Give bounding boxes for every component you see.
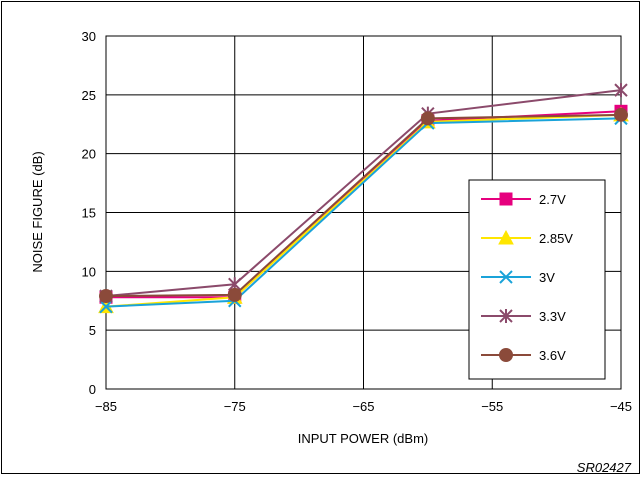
data-point [420, 111, 435, 126]
legend-label: 3.3V [539, 309, 566, 324]
legend-marker [499, 270, 513, 284]
y-tick-label: 5 [89, 323, 96, 338]
series-line [105, 113, 622, 298]
legend: 2.7V 2.85V 3V 3.3V 3.6V [468, 179, 606, 380]
data-point [227, 287, 242, 302]
data-point [614, 107, 628, 122]
x-tick-label: −65 [352, 399, 374, 414]
y-tick-label: 25 [82, 88, 96, 103]
series-3.6V [99, 107, 628, 304]
legend-item: 3.3V [481, 309, 566, 324]
figure-code: SR02427 [577, 460, 632, 475]
y-tick-label: 10 [82, 264, 96, 279]
x-tick-label: −75 [224, 399, 246, 414]
legend-label: 3V [539, 270, 555, 285]
legend-marker [499, 192, 513, 206]
data-point [99, 289, 113, 304]
series [98, 83, 629, 314]
y-tick-label: 0 [89, 382, 96, 397]
x-tick-label: −45 [610, 399, 632, 414]
legend-label: 2.7V [539, 192, 566, 207]
data-point [99, 299, 113, 314]
legend-item: 3V [481, 270, 555, 285]
y-axis-title: NOISE FIGURE (dB) [30, 151, 45, 272]
legend-item: 3.6V [481, 348, 566, 363]
x-axis-title: INPUT POWER (dBm) [298, 431, 429, 446]
legend-label: 3.6V [539, 348, 566, 363]
y-tick-label: 20 [82, 147, 96, 162]
y-tick-label: 30 [82, 29, 96, 44]
y-tick-label: 15 [82, 206, 96, 221]
legend-label: 2.85V [539, 231, 573, 246]
series-line [105, 89, 622, 298]
legend-box [468, 179, 606, 380]
x-tick-label: −55 [481, 399, 503, 414]
legend-marker [499, 348, 513, 362]
y-axis-ticks: 0 5 10 15 20 25 30 [82, 29, 96, 397]
x-axis-ticks: −85 −75 −65 −55 −45 [95, 399, 632, 414]
legend-item: 2.85V [481, 229, 573, 246]
legend-item: 2.7V [481, 192, 566, 207]
series-line [105, 113, 622, 308]
series-line [105, 117, 622, 308]
legend-marker [498, 229, 514, 245]
x-tick-label: −85 [95, 399, 117, 414]
legend-marker [499, 309, 513, 323]
data-point [614, 83, 628, 98]
plot-area [105, 35, 622, 390]
